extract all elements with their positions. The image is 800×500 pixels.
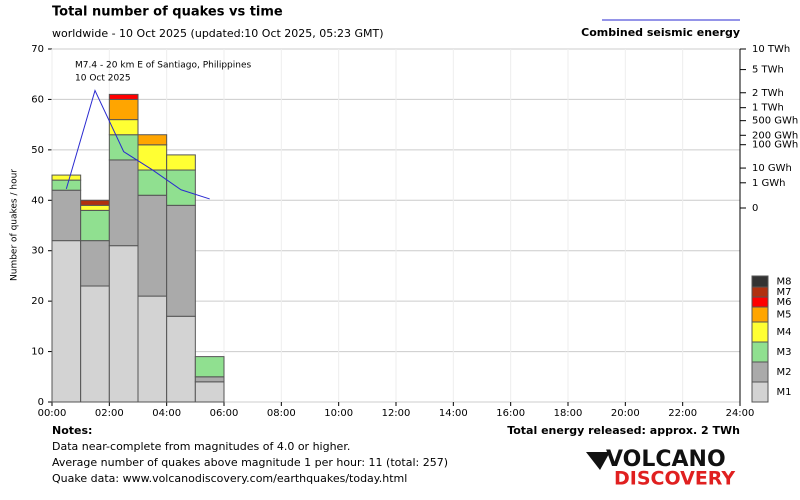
bar-segment xyxy=(108,98,139,121)
legend-label: M1 xyxy=(777,387,792,398)
bar-segment xyxy=(137,144,168,171)
legend-label: M6 xyxy=(777,297,792,308)
y-tick-label: 40 xyxy=(31,195,44,206)
bar-segment xyxy=(51,174,82,181)
x-tick-label: 24:00 xyxy=(726,408,755,419)
legend-label: M5 xyxy=(777,310,792,321)
bar-segment xyxy=(166,315,196,403)
x-tick-label: 04:00 xyxy=(152,408,181,419)
bar-segment xyxy=(80,209,110,242)
y2-tick-label: 100 GWh xyxy=(752,140,798,151)
x-tick-label: 02:00 xyxy=(95,408,124,419)
legend-label: M3 xyxy=(777,347,792,358)
y2-tick-label: 2 TWh xyxy=(752,88,784,99)
legend-swatch xyxy=(751,381,769,403)
y2-tick-label: 200 GWh xyxy=(752,130,798,141)
y-tick-label: 0 xyxy=(38,397,44,408)
legend-label: M7 xyxy=(777,287,792,298)
y-tick-label: 70 xyxy=(31,44,44,55)
legend-label: M4 xyxy=(777,327,792,338)
bar-segment xyxy=(51,240,82,403)
x-tick-label: 22:00 xyxy=(668,408,697,419)
bar-segment xyxy=(166,169,196,206)
note: Average number of quakes above magnitude… xyxy=(52,456,448,469)
bar-segment xyxy=(137,169,168,196)
y2-tick-label: 10 TWh xyxy=(752,44,790,55)
chart-title: Total number of quakes vs time xyxy=(52,5,283,20)
x-tick-label: 06:00 xyxy=(210,408,239,419)
y-tick-label: 50 xyxy=(31,145,44,156)
bar-segment xyxy=(80,199,110,206)
y-tick-label: 30 xyxy=(31,246,44,257)
bar-segment xyxy=(137,134,168,146)
bar-segment xyxy=(194,376,225,383)
x-tick-label: 18:00 xyxy=(554,408,583,419)
legend-swatch xyxy=(751,321,769,343)
annotation: 10 Oct 2025 xyxy=(75,74,131,84)
y2-tick-label: 10 GWh xyxy=(752,163,792,174)
bar-segment xyxy=(80,204,110,211)
legend-swatch xyxy=(751,306,769,323)
y2-tick-label: 1 TWh xyxy=(752,103,784,114)
x-tick-label: 20:00 xyxy=(611,408,640,419)
bar-segment xyxy=(194,356,225,378)
energy-line xyxy=(65,89,210,200)
bar-segment xyxy=(80,285,110,403)
y-axis-label: Number of quakes / hour xyxy=(10,169,20,281)
bar-segment xyxy=(166,204,196,317)
bar-segment xyxy=(166,154,196,171)
logo-text: DISCOVERY xyxy=(614,468,735,490)
bar-segment xyxy=(108,134,139,161)
bar-segment xyxy=(194,381,225,403)
annotation: M7.4 - 20 km E of Santiago, Philippines xyxy=(75,61,252,71)
bar-segment xyxy=(80,240,110,287)
legend-swatch xyxy=(751,341,769,363)
bar-segment xyxy=(108,245,139,403)
bar-segment xyxy=(108,159,139,247)
bar-segment xyxy=(51,189,82,242)
note: Quake data: www.volcanodiscovery.com/ear… xyxy=(52,472,407,485)
chart-subtitle: worldwide - 10 Oct 2025 (updated:10 Oct … xyxy=(52,27,384,40)
y-tick-label: 60 xyxy=(31,94,44,105)
logo-text: VOLCANO xyxy=(606,447,726,472)
legend-swatch xyxy=(751,275,769,288)
legend-label: M2 xyxy=(777,367,792,378)
legend-swatch xyxy=(751,361,769,383)
x-tick-label: 08:00 xyxy=(267,408,296,419)
x-tick-label: 14:00 xyxy=(439,408,468,419)
y-tick-label: 20 xyxy=(31,296,44,307)
x-tick-label: 16:00 xyxy=(496,408,525,419)
bar-segment xyxy=(137,194,168,297)
legend-swatch xyxy=(751,286,769,298)
notes-title: Notes: xyxy=(52,424,92,437)
logo-icon xyxy=(586,452,610,470)
total-energy: Total energy released: approx. 2 TWh xyxy=(507,424,740,437)
x-tick-label: 00:00 xyxy=(38,408,67,419)
x-tick-label: 12:00 xyxy=(382,408,411,419)
energy-legend-label: Combined seismic energy xyxy=(581,26,740,39)
legend-label: M8 xyxy=(777,277,792,288)
x-tick-label: 10:00 xyxy=(324,408,353,419)
y-tick-label: 10 xyxy=(31,347,44,358)
note: Data near-complete from magnitudes of 4.… xyxy=(52,440,350,453)
y2-tick-label: 5 TWh xyxy=(752,65,784,76)
y2-tick-label: 500 GWh xyxy=(752,116,798,127)
bar-segment xyxy=(108,93,139,100)
legend-swatch xyxy=(751,296,769,308)
y2-tick-label: 1 GWh xyxy=(752,178,786,189)
bar-segment xyxy=(137,295,168,403)
bar-segment xyxy=(108,119,139,136)
y2-tick-label: 0 xyxy=(752,203,758,214)
